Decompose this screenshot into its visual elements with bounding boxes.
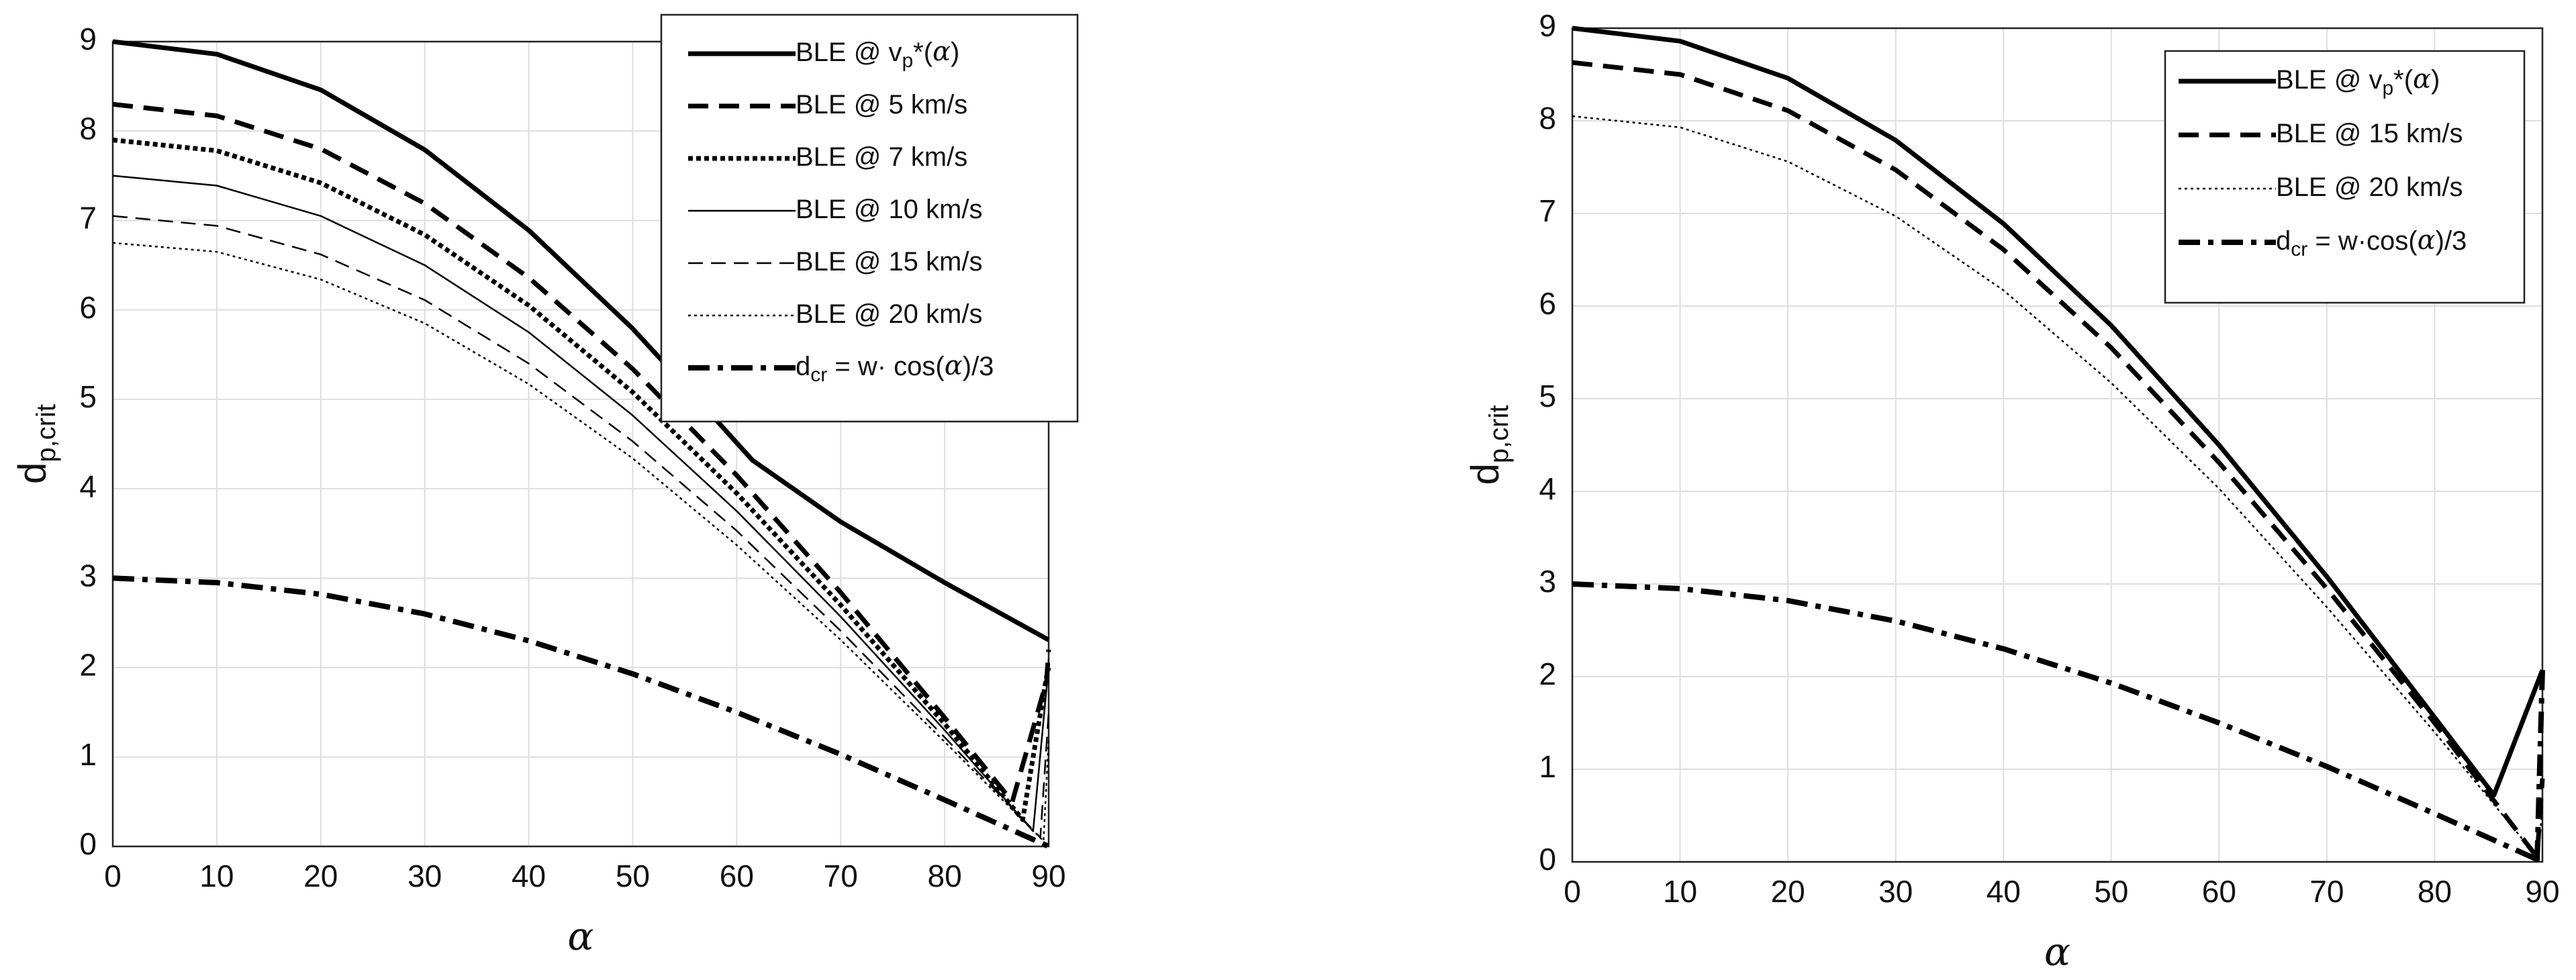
series-line-1 xyxy=(1572,60,2545,860)
x-tick-label: 0 xyxy=(1564,874,1581,909)
y-tick-label: 6 xyxy=(1539,286,1556,321)
y-tick-label: 9 xyxy=(79,21,97,56)
y-tick-label: 0 xyxy=(1539,842,1556,877)
y-tick-label: 9 xyxy=(1539,8,1556,43)
legend-label-0: BLE @ vp*(α) xyxy=(2276,64,2440,99)
y-tick-label: 8 xyxy=(1539,101,1556,136)
x-tick-label: 60 xyxy=(2202,874,2236,909)
y-tick-label: 7 xyxy=(1539,193,1556,228)
plot-frame xyxy=(111,40,1050,848)
x-tick-label: 10 xyxy=(1663,874,1697,909)
legend-label-3: dcr = w·cos(α)/3 xyxy=(2276,225,2467,260)
y-tick-label: 7 xyxy=(79,201,97,236)
y-tick-label: 5 xyxy=(79,379,97,414)
x-tick-label: 10 xyxy=(199,859,234,893)
series-line-1 xyxy=(112,101,1051,804)
y-tick-label: 5 xyxy=(1539,379,1556,413)
legend-box xyxy=(660,13,1079,423)
y-tick-label: 2 xyxy=(1539,656,1556,691)
legend-label-1: BLE @ 15 km/s xyxy=(2276,119,2463,148)
y-tick-label: 0 xyxy=(79,826,97,861)
series-line-6 xyxy=(112,575,1050,849)
x-tick-label: 80 xyxy=(2418,874,2452,909)
x-tick-label: 70 xyxy=(2309,874,2344,909)
series-line-2 xyxy=(112,138,1051,822)
legend-label-4: BLE @ 15 km/s xyxy=(796,247,982,277)
legend-label-2: BLE @ 7 km/s xyxy=(796,142,967,172)
series-line-0 xyxy=(112,39,1050,642)
series-line-0 xyxy=(1572,26,2545,798)
x-tick-label: 50 xyxy=(2094,874,2128,909)
y-axis-label: dp,crit xyxy=(11,404,61,484)
series-group xyxy=(1572,26,2545,865)
x-tick-label: 60 xyxy=(720,859,754,893)
series-line-3-extra xyxy=(2534,670,2545,863)
y-tick-label: 2 xyxy=(79,648,97,683)
series-line-4 xyxy=(112,215,1050,838)
y-tick-label: 4 xyxy=(79,469,97,503)
legend-label-6: dcr = w· cos(α)/3 xyxy=(796,350,994,386)
x-tick-label: 40 xyxy=(1987,874,2021,909)
x-axis-label: α xyxy=(2044,929,2070,975)
y-tick-label: 1 xyxy=(79,737,97,772)
x-tick-label: 30 xyxy=(408,859,442,893)
x-tick-label: 90 xyxy=(1031,859,1065,893)
x-axis-label: α xyxy=(567,914,593,959)
x-tick-label: 90 xyxy=(2525,874,2559,909)
chart-left: 0 10 20 30 40 50 60 70 80 90 0 1 2 3 4 5 6 7 8 9 α dp,crit BLE… xyxy=(11,13,1079,959)
plot-frame xyxy=(1571,27,2544,863)
chart-right: 0 10 20 30 40 50 60 70 80 90 0 1 2 3 4 5 6 7 8 9 α dp,crit BLE… xyxy=(1464,8,2560,975)
legend-label-0: BLE @ vp*(α) xyxy=(796,36,959,72)
series-line-2 xyxy=(1572,115,2544,859)
legend-label-1: BLE @ 5 km/s xyxy=(796,90,967,119)
legend-label-5: BLE @ 20 km/s xyxy=(796,299,982,329)
x-tick-label: 20 xyxy=(1771,874,1805,909)
x-tick-label: 70 xyxy=(824,859,858,893)
series-group xyxy=(112,39,1051,849)
y-tick-label: 1 xyxy=(1539,749,1556,784)
x-tick-label: 40 xyxy=(512,859,546,893)
y-tick-label: 3 xyxy=(79,558,97,593)
y-tick-label: 3 xyxy=(1539,564,1556,599)
y-tick-label: 6 xyxy=(79,290,97,325)
legend: BLE @ vp*(α) BLE @ 5 km/s BLE @ 7 km/s BLE … xyxy=(660,13,1079,423)
y-tick-label: 8 xyxy=(79,111,97,146)
legend-box xyxy=(2164,50,2526,304)
y-axis-label: dp,crit xyxy=(1464,405,1514,485)
legend-label-3: BLE @ 10 km/s xyxy=(796,195,982,224)
series-line-5 xyxy=(112,242,1050,842)
series-line-3 xyxy=(1572,581,2544,865)
series-line-3 xyxy=(112,175,1050,832)
legend: BLE @ vp*(α) BLE @ 15 km/s BLE @ 20 km/s dc… xyxy=(2164,50,2526,304)
x-tick-label: 80 xyxy=(928,859,962,893)
legend-label-2: BLE @ 20 km/s xyxy=(2276,173,2463,202)
x-tick-label: 30 xyxy=(1878,874,1913,909)
x-tick-label: 50 xyxy=(616,859,650,893)
x-tick-label: 20 xyxy=(303,859,338,893)
y-tick-label: 4 xyxy=(1539,471,1556,506)
x-tick-label: 0 xyxy=(104,859,122,893)
